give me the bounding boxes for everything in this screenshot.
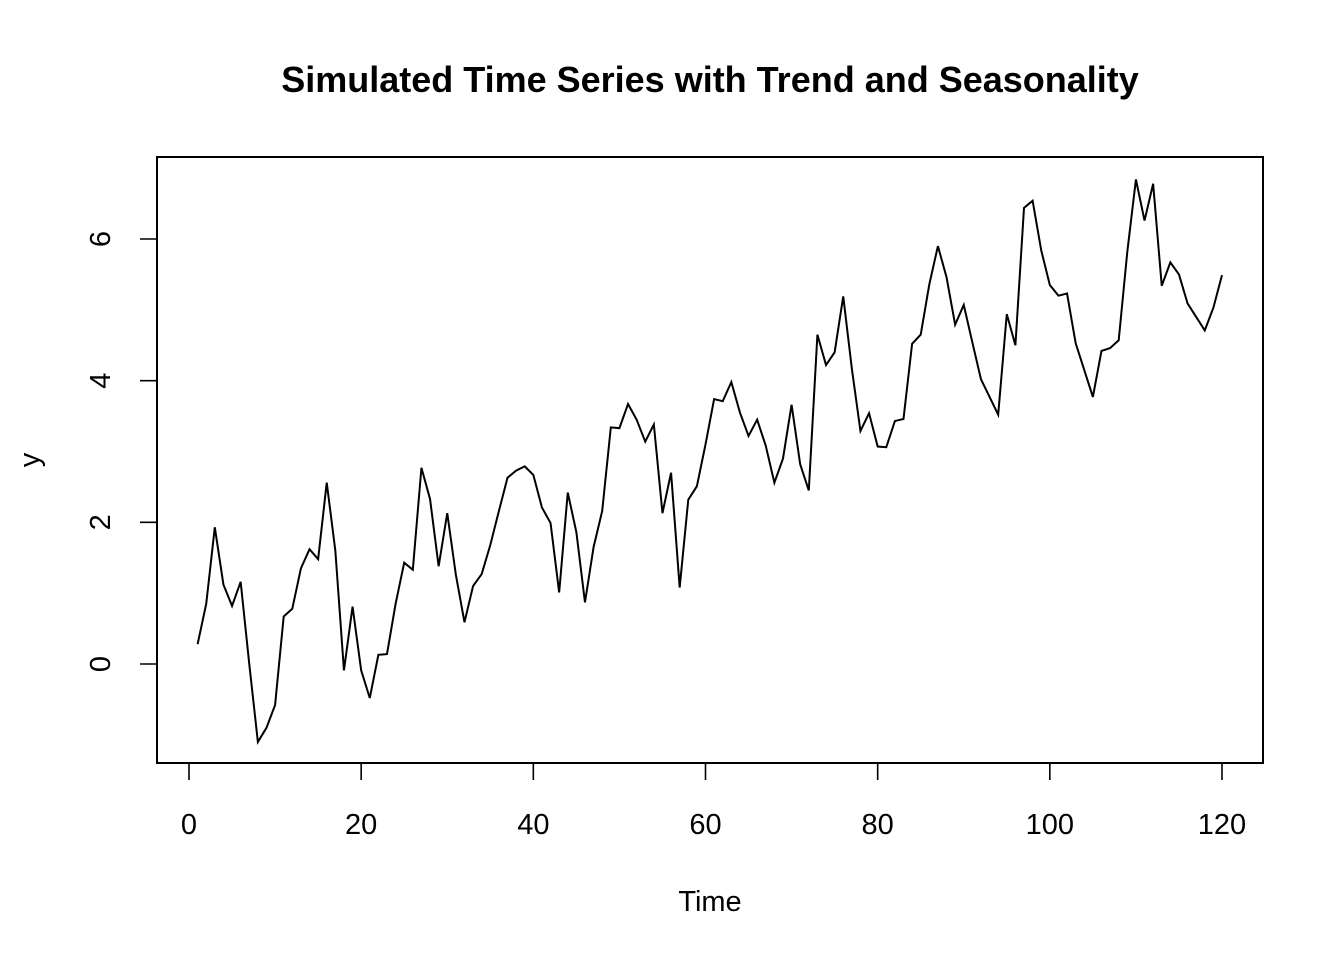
y-axis-label: y xyxy=(14,452,46,467)
y-tick-label: 2 xyxy=(85,514,117,530)
plot-frame xyxy=(156,156,1264,764)
chart-title: Simulated Time Series with Trend and Sea… xyxy=(281,59,1139,100)
x-tick-label: 40 xyxy=(517,809,549,841)
x-tick-label: 60 xyxy=(689,809,721,841)
series-layer xyxy=(196,179,1223,745)
y-tick-label: 6 xyxy=(85,231,117,247)
series-line xyxy=(196,179,1223,745)
x-axis: 0 20 40 60 80 100 120 xyxy=(181,762,1246,841)
y-tick-label: 4 xyxy=(85,373,117,389)
x-tick-label: 20 xyxy=(345,809,377,841)
x-tick-label: 0 xyxy=(181,809,197,841)
x-axis-label: Time xyxy=(678,886,741,918)
x-tick-label: 80 xyxy=(862,809,894,841)
y-axis: 0 2 4 6 xyxy=(85,231,158,672)
y-tick-label: 0 xyxy=(85,656,117,672)
x-tick-label: 120 xyxy=(1198,809,1246,841)
x-tick-label: 100 xyxy=(1026,809,1074,841)
